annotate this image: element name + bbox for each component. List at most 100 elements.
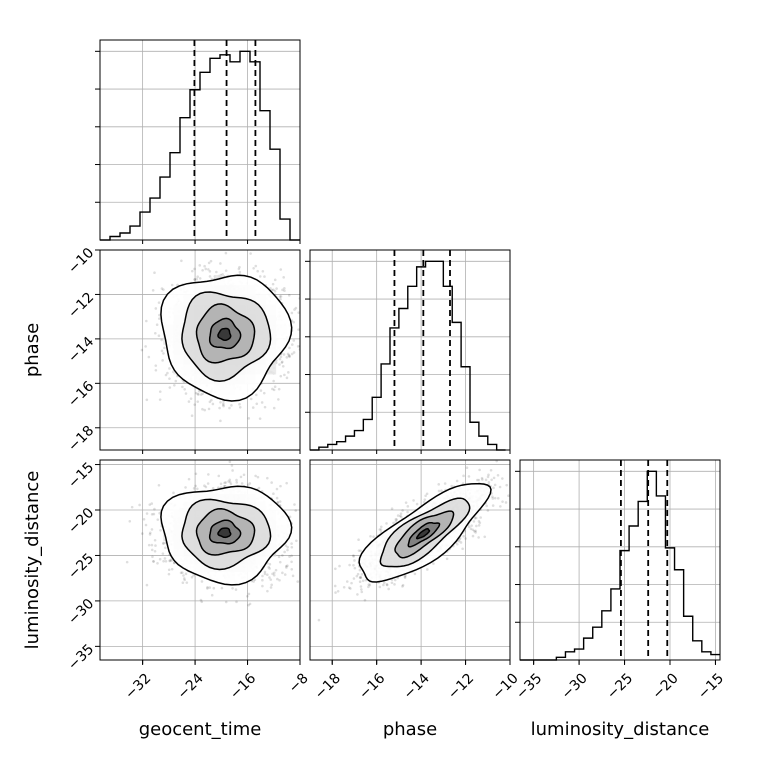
sample-point bbox=[274, 568, 278, 572]
sample-point bbox=[219, 262, 222, 265]
sample-point bbox=[210, 398, 213, 402]
sample-point bbox=[201, 407, 204, 411]
sample-point bbox=[189, 397, 193, 400]
sample-point bbox=[278, 357, 282, 361]
sample-point bbox=[273, 278, 277, 282]
sample-point bbox=[154, 544, 157, 547]
sample-point bbox=[278, 560, 282, 564]
sample-point bbox=[349, 587, 352, 590]
sample-point bbox=[158, 511, 161, 515]
sample-point bbox=[195, 277, 199, 281]
sample-point bbox=[269, 287, 272, 290]
sample-point bbox=[501, 477, 504, 480]
sample-point bbox=[235, 478, 238, 482]
y-tick-label-phase: −14 bbox=[65, 334, 97, 366]
sample-point bbox=[208, 270, 212, 273]
sample-point bbox=[184, 486, 187, 489]
sample-point bbox=[401, 509, 404, 512]
sample-point bbox=[130, 505, 134, 509]
joint-content bbox=[100, 250, 300, 450]
sample-point bbox=[467, 475, 471, 478]
sample-point bbox=[190, 575, 194, 579]
sample-point bbox=[222, 403, 225, 407]
sample-point bbox=[398, 514, 402, 518]
sample-point bbox=[193, 278, 196, 281]
x-tick-label-phase: −16 bbox=[356, 670, 388, 702]
sample-point bbox=[179, 571, 183, 575]
sample-point bbox=[196, 487, 199, 491]
x-axis-luminosity_distance: −35 −30 −25 −20 −15 luminosity_distance bbox=[513, 660, 727, 740]
sample-point bbox=[263, 572, 267, 576]
sample-point bbox=[352, 563, 355, 567]
sample-point bbox=[493, 496, 497, 500]
sample-point bbox=[422, 500, 426, 504]
x-tick-label-geocent_time: −32 bbox=[122, 670, 154, 702]
panel-frame bbox=[99, 249, 301, 451]
sample-point bbox=[180, 259, 183, 263]
sample-point bbox=[255, 393, 258, 397]
sample-point bbox=[403, 575, 407, 578]
sample-point bbox=[268, 562, 272, 566]
sample-point bbox=[279, 374, 283, 378]
sample-point bbox=[168, 377, 171, 380]
sample-point bbox=[238, 402, 241, 406]
sample-point bbox=[278, 295, 282, 298]
sample-point bbox=[162, 288, 165, 291]
sample-point bbox=[353, 559, 356, 562]
sample-point bbox=[333, 584, 337, 588]
sample-point bbox=[292, 351, 296, 354]
joint-panel-geocent_time-phase: −18 −16 −14 −12 −10 bbox=[65, 245, 301, 455]
sample-point bbox=[203, 408, 207, 412]
sample-point bbox=[504, 501, 508, 504]
x-axis-title-phase: phase bbox=[383, 719, 437, 740]
sample-point bbox=[484, 478, 488, 482]
sample-point bbox=[252, 580, 255, 583]
sample-point bbox=[348, 563, 351, 567]
sample-point bbox=[172, 491, 175, 495]
sample-point bbox=[304, 512, 307, 515]
sample-point bbox=[282, 276, 285, 279]
sample-point bbox=[219, 400, 222, 404]
sample-point bbox=[278, 578, 281, 582]
sample-point bbox=[282, 353, 286, 356]
sample-point bbox=[150, 502, 154, 505]
sample-point bbox=[220, 586, 224, 590]
sample-point bbox=[168, 559, 172, 562]
sample-point bbox=[192, 487, 196, 490]
sample-point bbox=[235, 600, 238, 604]
sample-point bbox=[272, 288, 275, 292]
sample-point bbox=[368, 583, 372, 587]
sample-point bbox=[271, 572, 274, 576]
sample-point bbox=[465, 466, 469, 470]
sample-point bbox=[498, 485, 502, 489]
sample-point bbox=[356, 593, 359, 596]
sample-point bbox=[230, 404, 233, 407]
sample-point bbox=[401, 583, 405, 587]
sample-point bbox=[445, 557, 449, 561]
sample-point bbox=[256, 475, 260, 479]
sample-point bbox=[480, 476, 484, 480]
sample-point bbox=[224, 251, 228, 255]
joint-content bbox=[100, 460, 307, 660]
sample-point bbox=[207, 407, 211, 411]
sample-point bbox=[219, 419, 222, 423]
sample-point bbox=[246, 594, 249, 598]
sample-point bbox=[270, 583, 273, 587]
sample-point bbox=[187, 400, 191, 403]
sample-point bbox=[197, 389, 201, 393]
sample-point bbox=[224, 481, 227, 484]
sample-point bbox=[269, 586, 273, 589]
sample-point bbox=[471, 528, 475, 532]
sample-point bbox=[158, 390, 162, 393]
sample-point bbox=[478, 521, 482, 525]
sample-point bbox=[152, 559, 155, 563]
sample-point bbox=[499, 505, 502, 508]
sample-point bbox=[218, 406, 221, 410]
sample-point bbox=[437, 483, 441, 486]
sample-point bbox=[160, 349, 164, 353]
x-axis-title-luminosity_distance: luminosity_distance bbox=[531, 719, 710, 740]
sample-point bbox=[153, 538, 157, 542]
sample-point bbox=[192, 574, 195, 577]
sample-point bbox=[461, 547, 464, 551]
